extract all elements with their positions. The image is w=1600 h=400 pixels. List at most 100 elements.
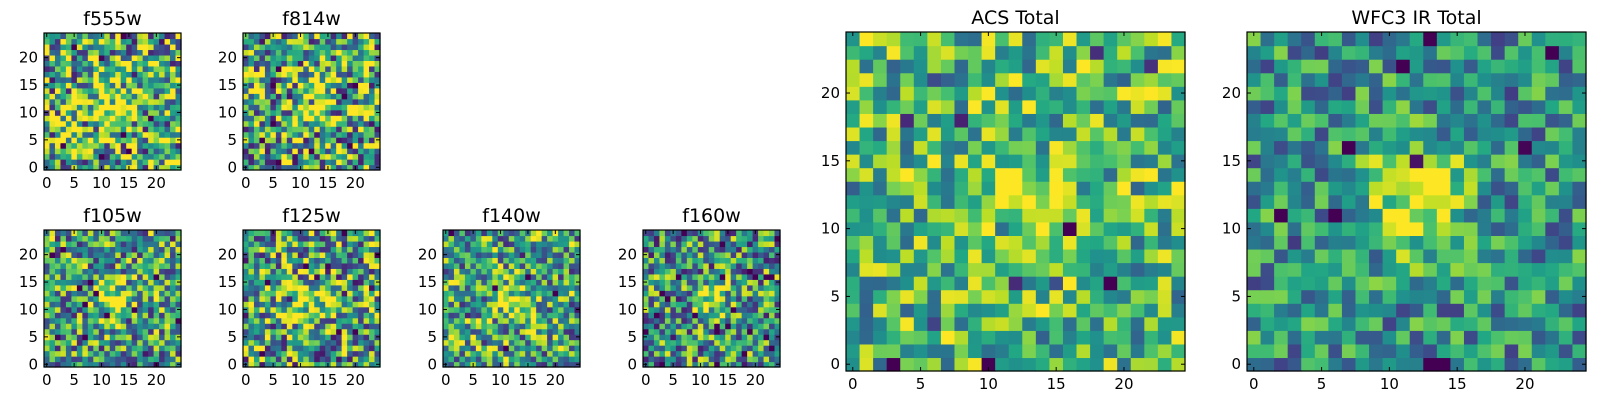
heatmap-cell <box>148 301 155 308</box>
heatmap-cell <box>464 257 471 264</box>
heatmap-cell <box>347 339 354 346</box>
heatmap-cell <box>330 71 337 78</box>
heatmap-cell <box>341 104 348 111</box>
heatmap-cell <box>314 109 321 116</box>
heatmap-cell <box>692 268 699 275</box>
heatmap-cell <box>341 295 348 302</box>
heatmap-cell <box>352 301 359 308</box>
heatmap-cell <box>159 98 166 105</box>
heatmap-cell <box>1035 248 1050 264</box>
heatmap-cell <box>763 306 770 313</box>
heatmap-cell <box>1035 59 1050 74</box>
y-tick-label: 5 <box>227 328 237 346</box>
heatmap-cell <box>104 33 111 40</box>
heatmap-cell <box>264 306 271 313</box>
heatmap-cell <box>297 246 304 253</box>
heatmap-cell <box>481 350 488 357</box>
heatmap-cell <box>303 356 310 363</box>
heatmap-cell <box>120 153 127 160</box>
heatmap-cell <box>243 93 250 100</box>
heatmap-cell <box>259 33 266 40</box>
heatmap-cell <box>148 334 155 341</box>
heatmap-cell <box>49 120 56 127</box>
heatmap-cell <box>981 276 996 291</box>
heatmap-cell <box>76 246 83 253</box>
heatmap-cell <box>1463 154 1479 169</box>
heatmap-cell <box>873 126 888 142</box>
heatmap-cell <box>325 284 332 291</box>
heatmap-cell <box>65 93 72 100</box>
heatmap-cell <box>1157 330 1173 345</box>
heatmap-cell <box>259 76 266 83</box>
heatmap-cell <box>1518 167 1533 182</box>
heatmap-cell <box>352 273 359 280</box>
heatmap-cell <box>913 357 928 372</box>
heatmap-cell <box>1090 235 1105 250</box>
heatmap-cell <box>270 71 277 78</box>
heatmap-cell <box>470 334 477 341</box>
heatmap-cell <box>1301 357 1316 372</box>
heatmap-cell <box>453 328 461 335</box>
heatmap-cell <box>1117 140 1132 155</box>
heatmap-cell <box>1171 167 1186 182</box>
heatmap-cell <box>93 317 100 324</box>
heatmap-cell <box>464 290 471 297</box>
heatmap-cell <box>170 246 177 253</box>
heatmap-cell <box>264 65 271 72</box>
y-tick-label: 0 <box>28 355 38 373</box>
heatmap-cell <box>76 273 83 280</box>
heatmap-cell <box>142 38 149 45</box>
heatmap-cell <box>547 301 554 308</box>
heatmap-cell <box>49 268 56 275</box>
heatmap-cell <box>1396 248 1411 264</box>
heatmap-cell <box>159 273 166 280</box>
heatmap-cell <box>137 33 144 40</box>
heatmap-cell <box>481 317 488 324</box>
heatmap-cell <box>325 148 332 155</box>
heatmap-cell <box>1171 276 1186 291</box>
heatmap-cell <box>1247 262 1262 277</box>
heatmap-cell <box>481 361 488 368</box>
heatmap-cell <box>93 273 100 280</box>
heatmap-cell <box>900 276 915 291</box>
heatmap-cell <box>126 104 133 111</box>
heatmap-cell <box>536 240 543 248</box>
heatmap-cell <box>1103 221 1118 236</box>
heatmap-cell <box>519 230 526 237</box>
heatmap-cell <box>336 339 343 346</box>
heatmap-cell <box>374 312 381 319</box>
heatmap-cell <box>264 153 271 160</box>
heatmap-cell <box>148 164 155 171</box>
heatmap-cell <box>486 350 493 357</box>
heatmap-cell <box>49 284 56 291</box>
heatmap-cell <box>1062 221 1078 236</box>
heatmap-cell <box>514 356 521 363</box>
heatmap-cell <box>264 301 271 308</box>
heatmap-cell <box>82 148 89 155</box>
heatmap-cell <box>243 295 250 302</box>
heatmap-cell <box>659 240 666 248</box>
heatmap-cell <box>281 98 288 105</box>
heatmap-cell <box>481 306 488 313</box>
heatmap-cell <box>846 316 861 331</box>
heatmap-cell <box>131 60 138 67</box>
heatmap-cell <box>275 76 282 83</box>
heatmap-cell <box>530 279 537 286</box>
heatmap-cell <box>1572 235 1587 250</box>
heatmap-cell <box>297 49 304 56</box>
heatmap-cell <box>503 235 510 242</box>
heatmap-cell <box>681 361 688 368</box>
heatmap-cell <box>153 43 160 51</box>
heatmap-cell <box>736 279 743 286</box>
heatmap-cell <box>703 317 710 324</box>
heatmap-cell <box>547 284 554 291</box>
heatmap-cell <box>730 290 737 297</box>
heatmap-cell <box>1144 72 1159 87</box>
heatmap-cell <box>1008 99 1023 114</box>
heatmap-cell <box>1450 303 1465 318</box>
heatmap-cell <box>747 295 754 302</box>
heatmap-cell <box>1171 221 1186 236</box>
heatmap-cell <box>443 295 450 302</box>
heatmap-cell <box>153 240 160 248</box>
x-tick-label: 20 <box>346 174 365 192</box>
